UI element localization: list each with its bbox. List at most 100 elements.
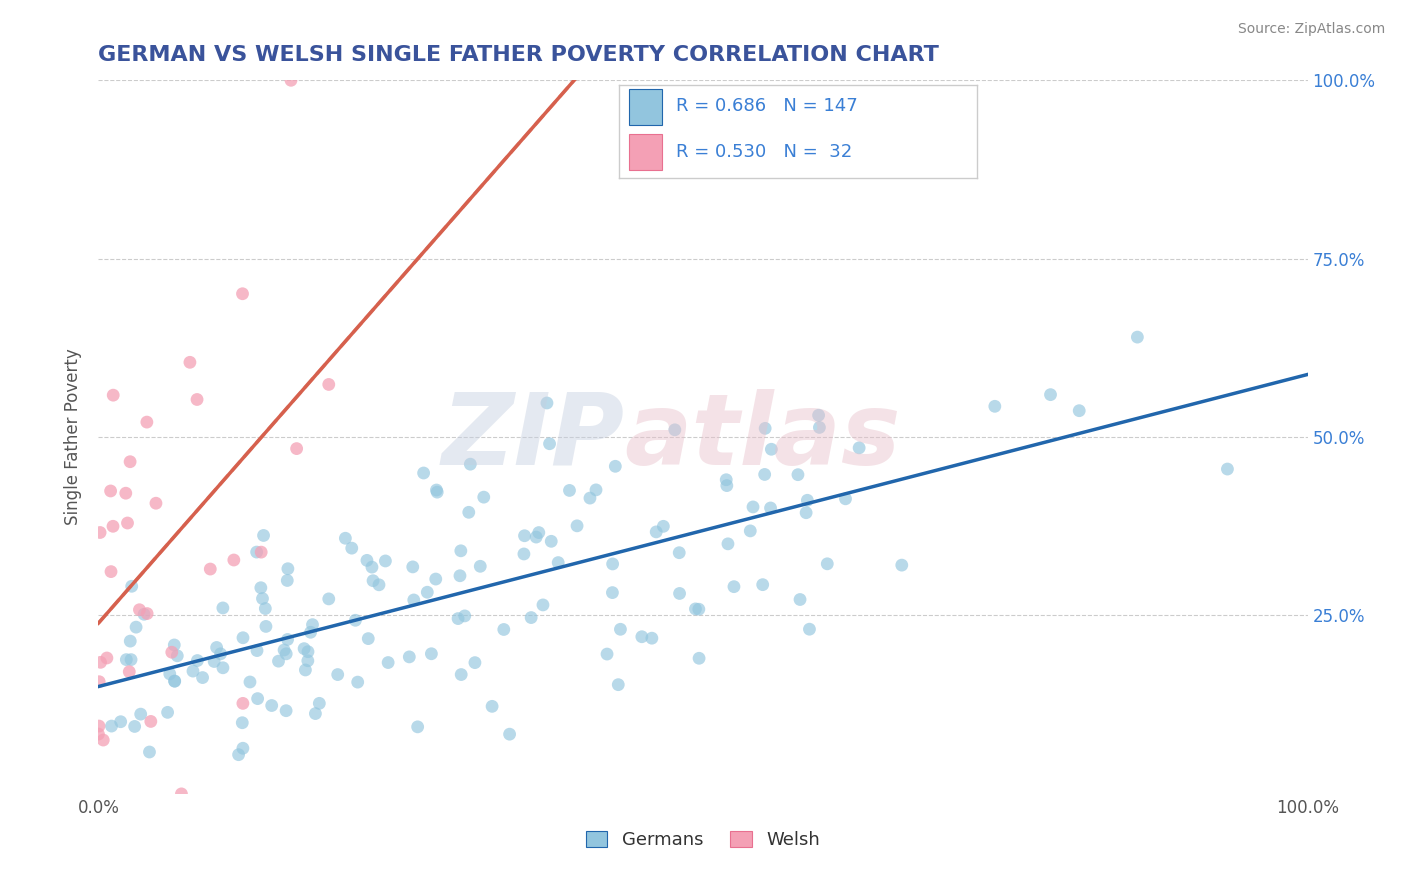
- Point: [664, 423, 686, 437]
- Point: [120, 652, 142, 666]
- Point: [1039, 387, 1062, 401]
- Point: [425, 483, 447, 497]
- Point: [209, 647, 232, 661]
- Point: [100, 719, 122, 733]
- Point: [163, 638, 186, 652]
- Point: [449, 568, 471, 582]
- Point: [125, 620, 148, 634]
- Y-axis label: Single Father Poverty: Single Father Poverty: [65, 349, 83, 525]
- Point: [170, 787, 193, 801]
- Point: [492, 623, 515, 637]
- Point: [426, 485, 449, 500]
- Point: [301, 617, 323, 632]
- Point: [239, 675, 262, 690]
- Point: [299, 625, 322, 640]
- Point: [202, 655, 225, 669]
- Point: [212, 661, 235, 675]
- Point: [412, 466, 434, 480]
- FancyBboxPatch shape: [630, 89, 662, 125]
- Point: [294, 663, 316, 677]
- Point: [87, 719, 110, 733]
- Point: [285, 442, 308, 456]
- Point: [377, 656, 399, 670]
- Point: [267, 654, 290, 668]
- Point: [984, 400, 1007, 414]
- Text: ZIP: ZIP: [441, 389, 624, 485]
- Point: [607, 678, 630, 692]
- Point: [252, 528, 274, 542]
- Point: [361, 574, 384, 588]
- Point: [276, 647, 298, 661]
- Point: [274, 704, 297, 718]
- Point: [96, 651, 118, 665]
- Point: [100, 483, 122, 498]
- Point: [520, 610, 543, 624]
- Point: [356, 553, 378, 567]
- Point: [326, 667, 349, 681]
- Point: [652, 519, 675, 533]
- Point: [460, 457, 482, 471]
- Text: R = 0.686   N = 147: R = 0.686 N = 147: [676, 97, 858, 115]
- Point: [631, 630, 654, 644]
- Point: [254, 619, 277, 633]
- Point: [447, 611, 470, 625]
- Point: [464, 656, 486, 670]
- Point: [100, 565, 122, 579]
- Point: [450, 543, 472, 558]
- Point: [138, 745, 160, 759]
- Point: [135, 415, 157, 429]
- Point: [163, 674, 186, 689]
- Point: [212, 601, 235, 615]
- Point: [498, 727, 520, 741]
- Point: [374, 554, 396, 568]
- Point: [723, 580, 745, 594]
- Point: [540, 534, 562, 549]
- Point: [716, 478, 738, 492]
- Point: [277, 632, 299, 647]
- Point: [558, 483, 581, 498]
- Point: [89, 525, 111, 540]
- Point: [1126, 330, 1149, 344]
- Legend: Germans, Welsh: Germans, Welsh: [578, 823, 828, 856]
- Point: [228, 747, 250, 762]
- Point: [645, 524, 668, 539]
- Point: [246, 691, 269, 706]
- Point: [91, 733, 114, 747]
- Point: [361, 560, 384, 574]
- Point: [585, 483, 607, 497]
- Point: [129, 707, 152, 722]
- Point: [524, 530, 547, 544]
- Point: [536, 396, 558, 410]
- Point: [231, 715, 253, 730]
- Point: [513, 547, 536, 561]
- Point: [335, 531, 357, 545]
- Point: [761, 442, 783, 457]
- Point: [808, 420, 831, 434]
- Point: [596, 647, 619, 661]
- Point: [848, 441, 870, 455]
- Point: [527, 525, 550, 540]
- Point: [200, 562, 222, 576]
- Point: [787, 467, 810, 482]
- Point: [132, 607, 155, 622]
- Point: [89, 674, 111, 689]
- Point: [402, 560, 425, 574]
- Point: [796, 493, 818, 508]
- Point: [181, 664, 204, 678]
- Point: [297, 654, 319, 668]
- Point: [579, 491, 602, 505]
- Point: [246, 545, 269, 559]
- Point: [128, 603, 150, 617]
- Point: [450, 667, 472, 681]
- Point: [115, 652, 138, 666]
- Point: [1216, 462, 1239, 476]
- Point: [668, 586, 690, 600]
- FancyBboxPatch shape: [630, 135, 662, 170]
- Point: [110, 714, 132, 729]
- Point: [136, 607, 159, 621]
- Point: [160, 645, 183, 659]
- Point: [602, 557, 624, 571]
- Point: [402, 593, 425, 607]
- Point: [742, 500, 765, 514]
- Point: [688, 651, 710, 665]
